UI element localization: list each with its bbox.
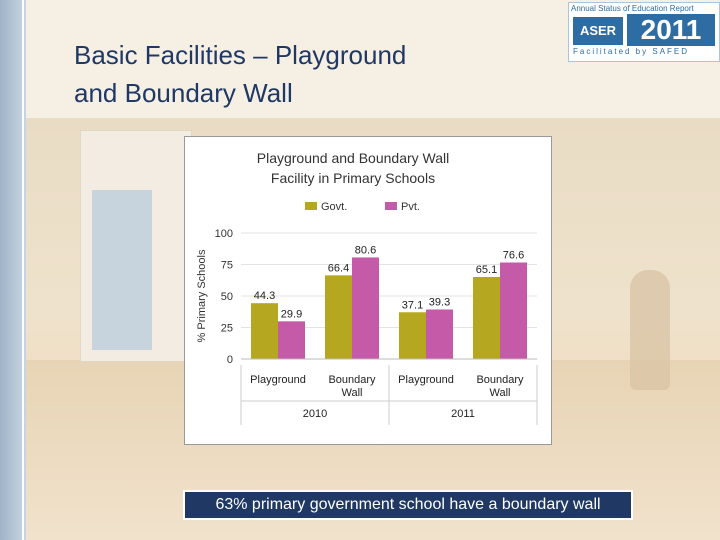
x-tick-label-3: Boundary bbox=[476, 374, 524, 386]
bar-govt-2 bbox=[399, 312, 426, 359]
legend-swatch-pvt bbox=[385, 202, 397, 210]
bar-govt-1 bbox=[325, 275, 352, 359]
legend-label-govt: Govt. bbox=[321, 201, 347, 213]
data-label-pvt-1: 80.6 bbox=[355, 244, 376, 256]
x-tick-label-2: Playground bbox=[398, 374, 454, 386]
data-label-govt-0: 44.3 bbox=[254, 290, 275, 302]
data-label-govt-3: 65.1 bbox=[476, 264, 497, 276]
bar-pvt-2 bbox=[426, 309, 453, 359]
logo-brand: ASER bbox=[573, 17, 623, 45]
slide-title-line2: and Boundary Wall bbox=[74, 78, 293, 108]
slide-title: Basic Facilities – Playground and Bounda… bbox=[74, 36, 494, 112]
x-tick-label-0: Playground bbox=[250, 374, 306, 386]
bar-pvt-3 bbox=[500, 262, 527, 359]
logo-year: 2011 bbox=[627, 14, 715, 46]
bar-pvt-1 bbox=[352, 257, 379, 359]
y-tick-label-0: 0 bbox=[227, 354, 233, 366]
data-label-govt-2: 37.1 bbox=[402, 299, 423, 311]
y-tick-label-25: 25 bbox=[221, 323, 233, 335]
group-label-2011: 2011 bbox=[451, 408, 475, 420]
legend-swatch-govt bbox=[305, 202, 317, 210]
data-label-govt-1: 66.4 bbox=[328, 262, 349, 274]
bar-chart: Playground and Boundary Wall Facility in … bbox=[196, 150, 538, 425]
aser-logo: Annual Status of Education Report ASER 2… bbox=[568, 2, 720, 62]
bar-govt-0 bbox=[251, 303, 278, 359]
chart-panel: Playground and Boundary Wall Facility in … bbox=[184, 136, 552, 445]
x-tick-label-1: Boundary bbox=[328, 374, 376, 386]
legend-label-pvt: Pvt. bbox=[401, 201, 420, 213]
background-person bbox=[630, 270, 670, 390]
x-tick-label-line2-1: Wall bbox=[342, 387, 363, 399]
y-tick-label-75: 75 bbox=[221, 260, 233, 272]
bar-govt-3 bbox=[473, 276, 500, 359]
y-tick-label-100: 100 bbox=[215, 228, 233, 240]
background-door bbox=[92, 190, 152, 350]
slide-title-line1: Basic Facilities – Playground bbox=[74, 40, 407, 70]
data-label-pvt-2: 39.3 bbox=[429, 296, 450, 308]
chart-title-line1: Playground and Boundary Wall bbox=[257, 150, 450, 166]
y-axis-label: % Primary Schools bbox=[196, 249, 208, 342]
caption-banner: 63% primary government school have a bou… bbox=[183, 490, 633, 520]
bar-pvt-0 bbox=[278, 321, 305, 359]
data-label-pvt-0: 29.9 bbox=[281, 308, 302, 320]
left-accent-stripe bbox=[0, 0, 26, 540]
data-label-pvt-3: 76.6 bbox=[503, 249, 524, 261]
y-tick-label-50: 50 bbox=[221, 291, 233, 303]
chart-title-line2: Facility in Primary Schools bbox=[271, 170, 435, 186]
logo-top-text: Annual Status of Education Report bbox=[571, 4, 694, 13]
logo-bottom-text: Facilitated by SAFED bbox=[573, 47, 690, 56]
group-label-2010: 2010 bbox=[303, 408, 327, 420]
x-tick-label-line2-3: Wall bbox=[490, 387, 511, 399]
